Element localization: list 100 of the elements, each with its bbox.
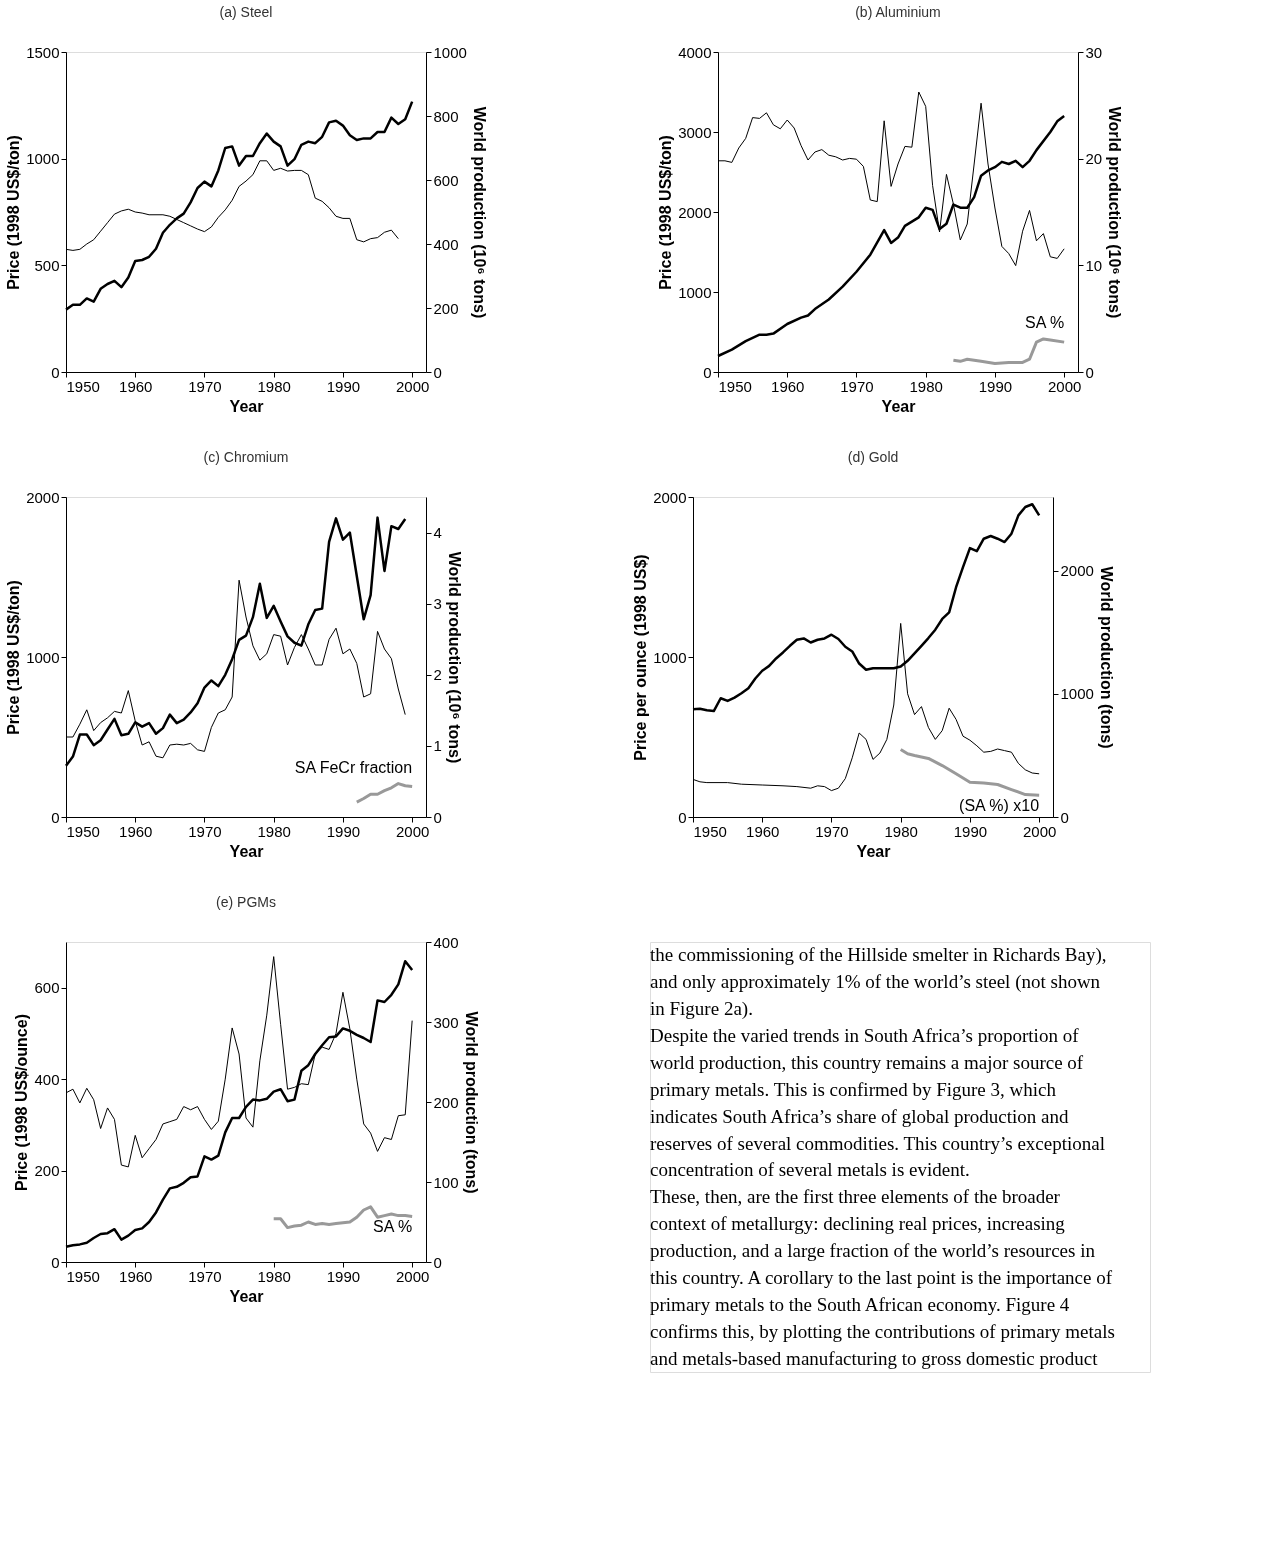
series-label: SA FeCr fraction xyxy=(294,758,413,776)
x-axis-title: Year xyxy=(229,397,264,415)
y-axis-title: Price (1998 US$/ton) xyxy=(657,135,675,290)
y2-tick-label: 2 xyxy=(433,666,442,684)
y2-tick-label: 1 xyxy=(433,737,442,755)
series-label: SA % xyxy=(1025,313,1065,331)
y2-tick-label: 20 xyxy=(1085,150,1103,168)
chart-title: (a) Steel xyxy=(219,4,273,20)
x-tick-label: 2000 xyxy=(1022,822,1057,840)
x-tick-label: 2000 xyxy=(1047,377,1082,395)
x-tick-label: 1960 xyxy=(119,1267,153,1285)
y2-tick-label: 800 xyxy=(433,107,459,125)
chart-title: (e) PGMs xyxy=(216,894,276,910)
y2-tick-label: 400 xyxy=(433,235,459,253)
y2-tick-label: 0 xyxy=(433,808,442,826)
text: the commissioning of the Hillside smelter in Richards Bay), xyxy=(650,944,1107,967)
x-tick-label: 1970 xyxy=(188,377,222,395)
y-tick-label: 500 xyxy=(34,256,60,274)
x-tick-label: 1990 xyxy=(978,377,1013,395)
y-tick-label: 0 xyxy=(51,363,60,381)
y-tick-label: 400 xyxy=(34,1070,60,1088)
x-tick-label: 2000 xyxy=(395,1267,430,1285)
text: reserves of several commodities. This country’s exceptional xyxy=(650,1132,1105,1154)
y2-tick-label: 3 xyxy=(433,595,442,613)
y-tick-label: 2000 xyxy=(653,488,687,506)
text: Despite the varied trends in South Africa’s proportion of xyxy=(650,1025,1080,1047)
y2-tick-label: 0 xyxy=(433,1253,442,1271)
x-tick-label: 1950 xyxy=(66,1267,100,1285)
y2-axis-title: World production (10⁶ tons) xyxy=(445,551,463,764)
chart-title: (b) Aluminium xyxy=(855,4,941,20)
y-tick-label: 0 xyxy=(678,808,687,826)
text: These, then, are the first three elements of the broader xyxy=(650,1186,1061,1208)
x-tick-label: 1990 xyxy=(326,822,361,840)
x-axis-title: Year xyxy=(856,842,891,860)
x-tick-label: 1960 xyxy=(771,377,805,395)
x-tick-label: 1950 xyxy=(66,822,100,840)
y-tick-label: 3000 xyxy=(678,123,712,141)
y-axis-title: Price (1998 US$/ton) xyxy=(5,580,23,735)
x-tick-label: 1950 xyxy=(718,377,752,395)
x-tick-label: 1990 xyxy=(953,822,988,840)
x-tick-label: 2000 xyxy=(395,377,430,395)
y-tick-label: 1000 xyxy=(653,648,687,666)
y-tick-label: 1000 xyxy=(26,150,60,168)
y-axis-title: Price per ounce (1998 US$) xyxy=(632,554,650,761)
x-axis-title: Year xyxy=(229,1287,264,1305)
x-tick-label: 1980 xyxy=(884,822,918,840)
x-tick-label: 1990 xyxy=(326,377,361,395)
x-tick-label: 1980 xyxy=(257,822,291,840)
y2-tick-label: 10 xyxy=(1085,256,1103,274)
x-tick-label: 1950 xyxy=(693,822,727,840)
y2-axis-title: World production (10⁶ tons) xyxy=(1106,106,1124,319)
y2-tick-label: 0 xyxy=(1085,363,1094,381)
y2-axis-title: World production (tons) xyxy=(1097,566,1115,749)
y2-tick-label: 4 xyxy=(433,524,442,542)
line-series xyxy=(951,337,1066,365)
text: primary metals. This is confirmed by Figure 3, which xyxy=(650,1078,1057,1100)
x-tick-label: 1980 xyxy=(257,1267,291,1285)
y-tick-label: 0 xyxy=(51,808,60,826)
y2-tick-label: 300 xyxy=(433,1013,459,1031)
y-tick-label: 200 xyxy=(34,1162,60,1180)
y2-tick-label: 1000 xyxy=(433,43,467,61)
x-tick-label: 1970 xyxy=(840,377,874,395)
text: this country. A corollary to the last point is the importance of xyxy=(650,1266,1113,1288)
y2-tick-label: 200 xyxy=(433,299,459,317)
y2-tick-label: 200 xyxy=(433,1093,459,1111)
x-tick-label: 1980 xyxy=(257,377,291,395)
y2-tick-label: 0 xyxy=(1060,808,1069,826)
x-tick-label: 1970 xyxy=(188,1267,222,1285)
text: world production, this country remains a major source of xyxy=(650,1051,1084,1073)
x-tick-label: 1960 xyxy=(746,822,780,840)
line-series xyxy=(272,1205,414,1230)
text: and only approximately 1% of the world’s steel (not shown xyxy=(650,971,1101,994)
y-tick-label: 1000 xyxy=(678,283,712,301)
series-label: (SA %) x10 xyxy=(959,797,1040,815)
text: confirms this, by plotting the contributions of primary metals xyxy=(650,1320,1115,1342)
x-axis-title: Year xyxy=(229,842,264,860)
text: production, and a large fraction of the world’s resources in xyxy=(650,1240,1096,1262)
chart-title: (d) Gold xyxy=(847,449,899,465)
y-tick-label: 0 xyxy=(51,1253,60,1271)
chart-title: (c) Chromium xyxy=(203,449,289,465)
text: concentration of several metals is evident. xyxy=(650,1159,970,1181)
y2-tick-label: 1000 xyxy=(1060,685,1094,703)
text: context of metallurgy: declining real prices, increasing xyxy=(650,1213,1066,1235)
y-tick-label: 1500 xyxy=(26,43,60,61)
x-tick-label: 1960 xyxy=(119,377,153,395)
x-tick-label: 1950 xyxy=(66,377,100,395)
x-tick-label: 1970 xyxy=(188,822,222,840)
y-tick-label: 2000 xyxy=(26,488,60,506)
series-label: SA % xyxy=(373,1218,413,1236)
text: indicates South Africa’s share of global production and xyxy=(650,1105,1069,1127)
y2-axis-title: World production (10⁶ tons) xyxy=(470,106,488,319)
y2-axis-title: World production (tons) xyxy=(462,1011,480,1194)
x-tick-label: 1970 xyxy=(815,822,849,840)
y2-tick-label: 100 xyxy=(433,1173,459,1191)
y2-tick-label: 0 xyxy=(433,363,442,381)
y2-tick-label: 30 xyxy=(1085,43,1103,61)
y2-tick-label: 2000 xyxy=(1060,562,1094,580)
y-tick-label: 4000 xyxy=(678,43,712,61)
x-tick-label: 2000 xyxy=(395,822,430,840)
y-tick-label: 2000 xyxy=(678,203,712,221)
